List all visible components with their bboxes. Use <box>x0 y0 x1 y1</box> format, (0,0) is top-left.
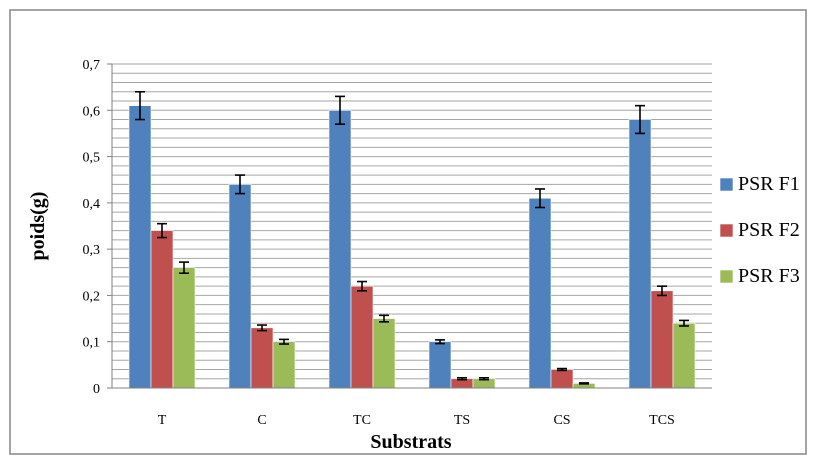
error-bar <box>479 377 489 381</box>
error-bar <box>579 382 589 385</box>
bar <box>150 230 174 389</box>
bar <box>328 109 352 389</box>
y-tick-label: 0,4 <box>83 197 101 212</box>
grid-lines <box>112 63 712 380</box>
legend-swatch <box>719 223 734 238</box>
legend-label: PSR F1 <box>738 173 800 195</box>
error-bar <box>335 95 345 125</box>
error-bar <box>257 324 267 332</box>
legend-item: PSR F3 <box>719 265 800 287</box>
error-bar <box>135 90 145 121</box>
x-tick-label: TCS <box>649 413 675 428</box>
bar <box>350 285 374 389</box>
bar <box>650 290 674 389</box>
error-bar <box>157 222 167 239</box>
legend-item: PSR F1 <box>719 173 800 195</box>
x-tick-label: CS <box>553 413 570 428</box>
legend-label: PSR F2 <box>738 219 800 241</box>
y-tick-label: 0,3 <box>83 243 101 258</box>
legend: PSR F1 PSR F2 PSR F3 <box>719 173 800 287</box>
y-tick-label: 0,1 <box>83 336 101 351</box>
y-axis-title: poids(g) <box>27 192 49 261</box>
error-bar <box>179 261 189 275</box>
bar <box>250 327 274 389</box>
bar <box>272 341 296 389</box>
axes: 00,10,20,30,40,50,60,7T C TC TS CS TCS <box>83 58 712 428</box>
bars <box>128 105 696 389</box>
y-tick-label: 0,7 <box>83 58 101 73</box>
x-tick-label: TS <box>454 413 470 428</box>
error-bar <box>635 104 645 135</box>
bar <box>372 318 396 389</box>
error-bar <box>235 174 245 195</box>
error-bar <box>657 285 667 297</box>
x-axis-title: Substrats <box>370 431 451 453</box>
error-bar <box>279 338 289 345</box>
error-bar <box>679 319 689 327</box>
error-bar <box>357 280 367 292</box>
error-bar <box>535 188 545 209</box>
legend-item: PSR F2 <box>719 219 800 241</box>
error-bars <box>135 90 689 385</box>
bar <box>672 322 696 389</box>
error-bar <box>457 377 467 381</box>
x-tick-label: T <box>158 413 167 428</box>
y-tick-label: 0,5 <box>83 151 101 166</box>
legend-label: PSR F3 <box>738 265 800 287</box>
y-tick-label: 0,6 <box>83 104 101 119</box>
x-tick-label: C <box>257 413 266 428</box>
y-tick-label: 0 <box>93 382 100 397</box>
legend-swatch <box>719 177 734 192</box>
bar <box>628 119 652 389</box>
y-tick-label: 0,2 <box>83 289 101 304</box>
bar <box>428 341 452 389</box>
error-bar <box>379 314 389 323</box>
error-bar <box>557 367 567 372</box>
error-bar <box>435 339 445 345</box>
legend-swatch <box>719 269 734 284</box>
bar <box>128 105 152 389</box>
bar <box>228 184 252 389</box>
bar <box>550 369 574 389</box>
bar <box>172 267 196 389</box>
x-tick-label: TC <box>353 413 371 428</box>
bar <box>528 197 552 389</box>
